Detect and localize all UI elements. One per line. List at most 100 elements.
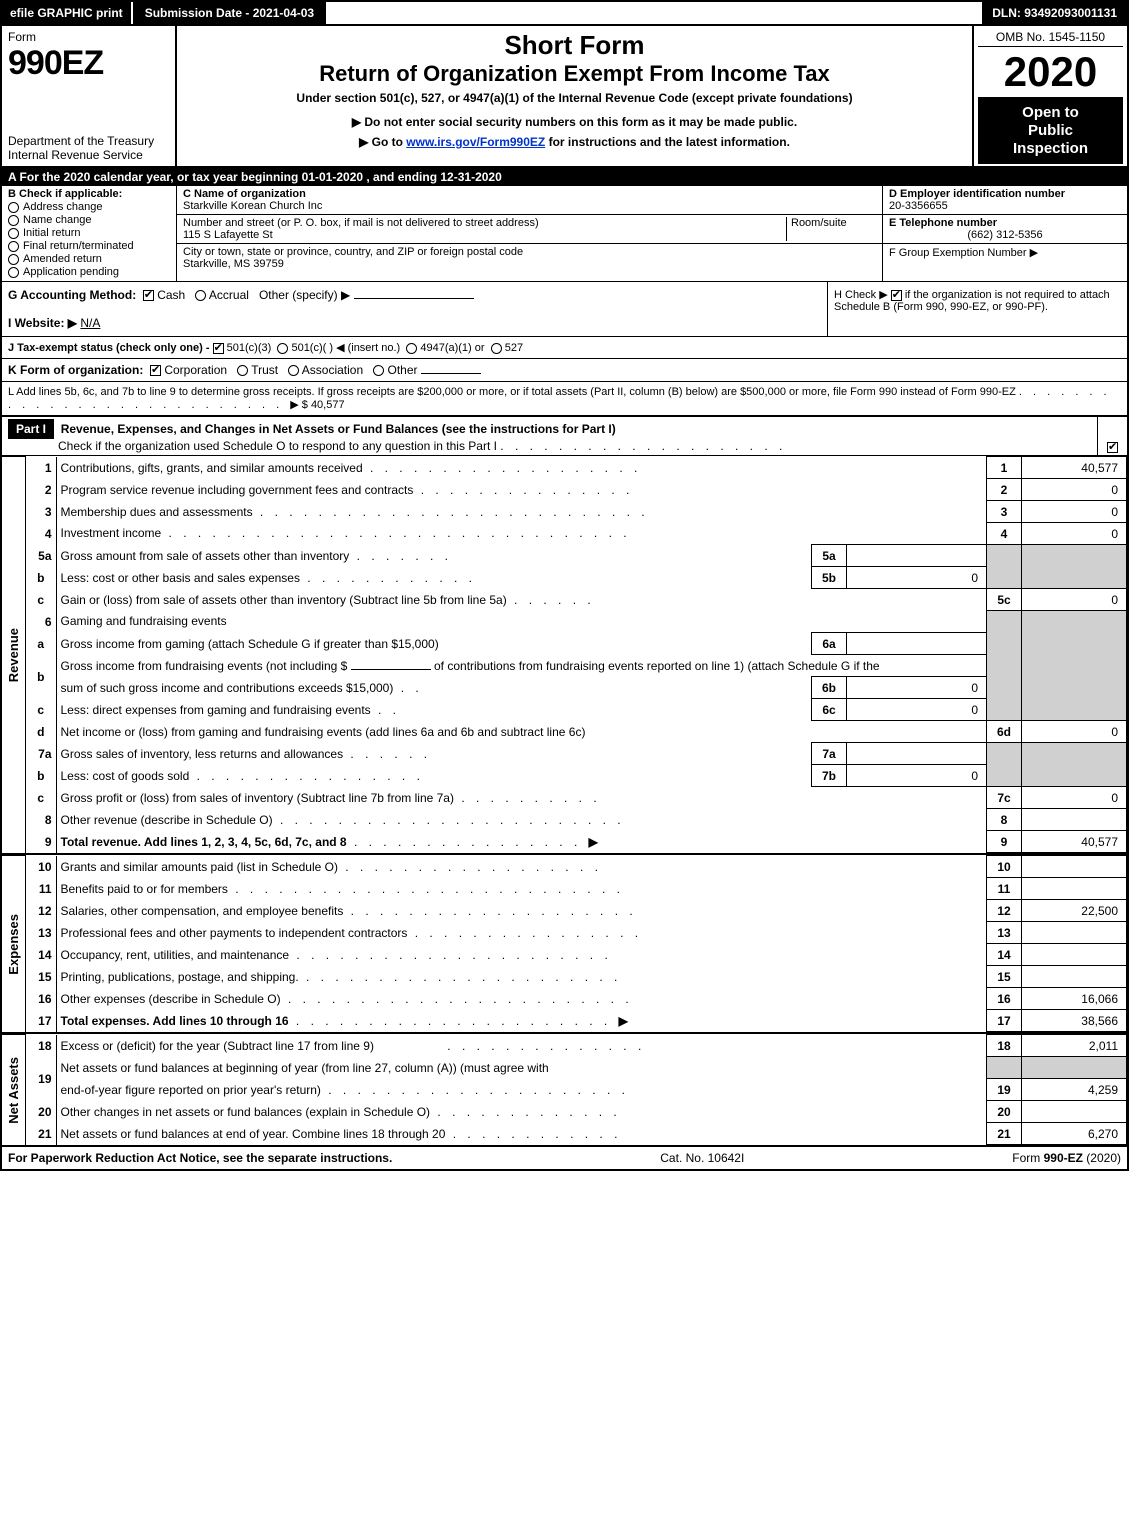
header-left: Form 990EZ Department of the Treasury In… — [2, 26, 177, 166]
501c-checkbox[interactable] — [277, 343, 288, 354]
line11-num: 11 — [26, 878, 56, 900]
line7b-mbox: 7b — [812, 765, 847, 787]
efile-print-button[interactable]: efile GRAPHIC print — [2, 2, 133, 24]
line18-val: 2,011 — [1022, 1035, 1127, 1057]
line20-desc: Other changes in net assets or fund bala… — [61, 1105, 431, 1119]
line19-desc2: end-of-year figure reported on prior yea… — [61, 1083, 321, 1097]
line8-box: 8 — [987, 809, 1022, 831]
line21-box: 21 — [987, 1123, 1022, 1145]
netassets-side-label: Net Assets — [2, 1034, 26, 1145]
row-k: K Form of organization: Corporation Trus… — [2, 359, 1127, 382]
part1-dots: . . . . . . . . . . . . . . . . . . . . — [500, 439, 786, 453]
app-pending-checkbox[interactable] — [8, 267, 19, 278]
addr-label: Number and street (or P. O. box, if mail… — [183, 217, 786, 229]
assoc-label: Association — [302, 363, 363, 377]
submission-date: Submission Date - 2021-04-03 — [133, 2, 326, 24]
line9-desc: Total revenue. Add lines 1, 2, 3, 4, 5c,… — [61, 835, 347, 849]
app-pending-label: Application pending — [23, 266, 119, 278]
tax-period-line: A For the 2020 calendar year, or tax yea… — [2, 168, 1127, 186]
line3-val: 0 — [1022, 501, 1127, 523]
trust-checkbox[interactable] — [237, 365, 248, 376]
open-line3: Inspection — [980, 140, 1121, 158]
initial-return-checkbox[interactable] — [8, 228, 19, 239]
line10-box: 10 — [987, 856, 1022, 878]
501c3-label: 501(c)(3) — [227, 342, 272, 354]
city-label: City or town, state or province, country… — [183, 246, 876, 258]
corp-checkbox[interactable] — [150, 365, 161, 376]
line5c-num: c — [26, 589, 56, 611]
other-specify-input[interactable] — [354, 298, 474, 299]
line17-num: 17 — [26, 1010, 56, 1032]
line5b-mbox: 5b — [812, 567, 847, 589]
line12-box: 12 — [987, 900, 1022, 922]
group-exemption-label: F Group Exemption Number ▶ — [889, 246, 1121, 259]
line6d-desc: Net income or (loss) from gaming and fun… — [56, 721, 987, 743]
open-line2: Public — [980, 122, 1121, 140]
ein-label: D Employer identification number — [889, 188, 1121, 200]
line20-val — [1022, 1101, 1127, 1123]
line18-desc: Excess or (deficit) for the year (Subtra… — [61, 1039, 374, 1053]
line1-box: 1 — [987, 457, 1022, 479]
l-text: L Add lines 5b, 6c, and 7b to line 9 to … — [8, 386, 1016, 398]
accrual-checkbox[interactable] — [195, 290, 206, 301]
line7b-mval: 0 — [847, 765, 987, 787]
final-return-checkbox[interactable] — [8, 241, 19, 252]
schedule-o-checkbox[interactable] — [1107, 442, 1118, 453]
other-org-input[interactable] — [421, 373, 481, 374]
footer-left: For Paperwork Reduction Act Notice, see … — [8, 1151, 392, 1165]
revenue-section: Revenue 1Contributions, gifts, grants, a… — [2, 456, 1127, 853]
line15-box: 15 — [987, 966, 1022, 988]
527-checkbox[interactable] — [491, 343, 502, 354]
cash-checkbox[interactable] — [143, 290, 154, 301]
addr-change-checkbox[interactable] — [8, 202, 19, 213]
netassets-table: 18Excess or (deficit) for the year (Subt… — [26, 1034, 1127, 1145]
header-right: OMB No. 1545-1150 2020 Open to Public In… — [972, 26, 1127, 166]
501c3-checkbox[interactable] — [213, 343, 224, 354]
line13-val — [1022, 922, 1127, 944]
line5a-mval — [847, 545, 987, 567]
row-j: J Tax-exempt status (check only one) - 5… — [2, 337, 1127, 359]
line6b-desc2: of contributions from fundraising events… — [434, 659, 880, 673]
assoc-checkbox[interactable] — [288, 365, 299, 376]
line6b-num: b — [26, 655, 56, 699]
addr-value: 115 S Lafayette St — [183, 229, 786, 241]
line5a-grey — [987, 545, 1022, 567]
entity-section: B Check if applicable: Address change Na… — [2, 186, 1127, 282]
line6a-desc: Gross income from gaming (attach Schedul… — [56, 633, 812, 655]
l-amount: ▶ $ 40,577 — [290, 399, 344, 411]
line20-num: 20 — [26, 1101, 56, 1123]
line19-num: 19 — [26, 1057, 56, 1101]
line6c-mval: 0 — [847, 699, 987, 721]
line4-desc: Investment income — [61, 526, 162, 540]
other-org-checkbox[interactable] — [373, 365, 384, 376]
name-change-label: Name change — [23, 214, 92, 226]
line7a-num: 7a — [26, 743, 56, 765]
line7c-val: 0 — [1022, 787, 1127, 809]
4947-label: 4947(a)(1) or — [420, 342, 484, 354]
line6d-val: 0 — [1022, 721, 1127, 743]
line17-val: 38,566 — [1022, 1010, 1127, 1032]
irs-link[interactable]: www.irs.gov/Form990EZ — [406, 135, 545, 149]
room-suite-label: Room/suite — [786, 217, 876, 241]
row-l: L Add lines 5b, 6c, and 7b to line 9 to … — [2, 382, 1127, 417]
page-footer: For Paperwork Reduction Act Notice, see … — [2, 1145, 1127, 1169]
line11-desc: Benefits paid to or for members — [61, 882, 228, 896]
line6b-input[interactable] — [351, 669, 431, 670]
line19-box: 19 — [987, 1079, 1022, 1101]
line5a-mbox: 5a — [812, 545, 847, 567]
box-h: H Check ▶ if the organization is not req… — [827, 282, 1127, 336]
name-change-checkbox[interactable] — [8, 215, 19, 226]
line5b-mval: 0 — [847, 567, 987, 589]
website-label: I Website: ▶ — [8, 316, 77, 330]
line6c-num: c — [26, 699, 56, 721]
expenses-table: 10Grants and similar amounts paid (list … — [26, 855, 1127, 1032]
amended-return-checkbox[interactable] — [8, 254, 19, 265]
line13-num: 13 — [26, 922, 56, 944]
4947-checkbox[interactable] — [406, 343, 417, 354]
line6a-mval — [847, 633, 987, 655]
tax-year: 2020 — [978, 47, 1123, 98]
schedule-b-checkbox[interactable] — [891, 290, 902, 301]
link-prefix: ▶ Go to — [359, 135, 406, 149]
under-section: Under section 501(c), 527, or 4947(a)(1)… — [185, 91, 964, 105]
line5b-grey — [987, 567, 1022, 589]
